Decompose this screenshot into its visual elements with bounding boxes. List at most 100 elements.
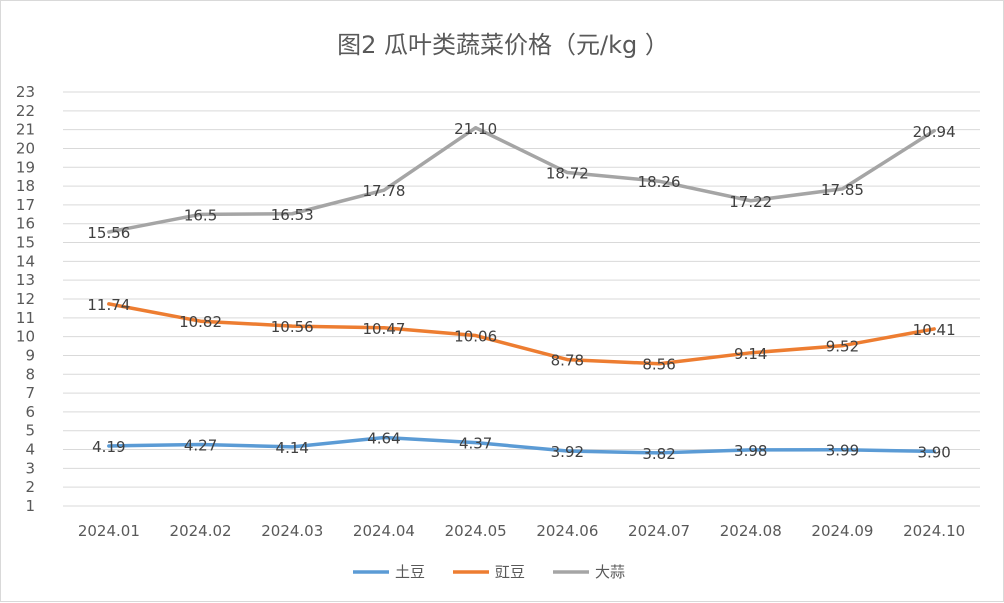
data-point: [107, 302, 111, 306]
legend-label: 土豆: [395, 563, 425, 581]
data-point: [840, 344, 844, 348]
data-point: [565, 358, 569, 362]
y-tick-label: 23: [16, 83, 35, 101]
x-tick-label: 2024.04: [353, 522, 415, 540]
data-point: [749, 448, 753, 452]
x-tick-label: 2024.01: [78, 522, 140, 540]
x-tick-label: 2024.07: [628, 522, 690, 540]
data-point: [749, 351, 753, 355]
data-label: 9.52: [826, 338, 859, 356]
data-label: 10.06: [454, 328, 497, 346]
data-label: 16.5: [184, 206, 217, 224]
y-tick-label: 1: [25, 497, 35, 515]
data-label: 4.27: [184, 436, 217, 454]
y-tick-label: 2: [25, 478, 35, 496]
y-tick-label: 8: [25, 365, 35, 383]
y-tick-label: 20: [16, 139, 35, 157]
data-label: 17.22: [729, 193, 772, 211]
data-label: 4.37: [459, 435, 492, 453]
y-tick-label: 22: [16, 102, 35, 120]
y-tick-label: 13: [16, 271, 35, 289]
data-label: 10.82: [179, 313, 222, 331]
legend-label: 大蒜: [595, 563, 625, 581]
data-label: 8.78: [551, 352, 584, 370]
data-label: 20.94: [913, 123, 956, 141]
data-point: [565, 171, 569, 175]
y-tick-label: 12: [16, 290, 35, 308]
data-point: [199, 212, 203, 216]
data-point: [199, 319, 203, 323]
y-tick-label: 4: [25, 441, 35, 459]
data-label: 21.10: [454, 120, 497, 138]
y-tick-label: 10: [16, 328, 35, 346]
data-point: [474, 126, 478, 130]
x-axis-ticks: 2024.01 2024.02 2024.03 2024.04 2024.05 2024.…: [78, 522, 965, 540]
data-label: 10.41: [913, 321, 956, 339]
data-label: 18.26: [638, 173, 681, 191]
data-label: 10.56: [271, 318, 314, 336]
data-point: [657, 179, 661, 183]
data-point: [749, 199, 753, 203]
data-labels: 4.19 4.27 4.14 4.64 4.37 3.92 3.82 3.98 3.99 3.90…: [87, 120, 955, 463]
chart-title: 图2 瓜叶类蔬菜价格（元/kg ）: [337, 31, 669, 59]
x-tick-label: 2024.09: [811, 522, 873, 540]
y-tick-label: 14: [16, 252, 35, 270]
data-point: [382, 188, 386, 192]
series-lines: [107, 126, 936, 455]
data-label: 3.98: [734, 442, 767, 460]
data-point: [932, 327, 936, 331]
y-tick-label: 21: [16, 121, 35, 139]
series-line-3: [107, 126, 936, 234]
data-point: [840, 187, 844, 191]
data-point: [474, 334, 478, 338]
y-tick-label: 9: [25, 346, 35, 364]
y-tick-label: 17: [16, 196, 35, 214]
y-tick-label: 7: [25, 384, 35, 402]
data-label: 3.99: [826, 442, 859, 460]
legend-label: 豇豆: [495, 563, 525, 581]
data-point: [290, 212, 294, 216]
x-tick-label: 2024.03: [261, 522, 323, 540]
data-point: [657, 451, 661, 455]
y-tick-label: 19: [16, 158, 35, 176]
data-point: [474, 441, 478, 445]
y-tick-label: 5: [25, 422, 35, 440]
data-label: 8.56: [642, 356, 675, 374]
data-label: 4.19: [92, 438, 125, 456]
data-point: [565, 449, 569, 453]
y-tick-label: 6: [25, 403, 35, 421]
data-point: [932, 449, 936, 453]
x-tick-label: 2024.08: [720, 522, 782, 540]
data-point: [107, 230, 111, 234]
data-label: 17.78: [362, 182, 405, 200]
x-tick-label: 2024.10: [903, 522, 965, 540]
data-point: [932, 129, 936, 133]
data-label: 18.72: [546, 165, 589, 183]
data-point: [840, 448, 844, 452]
y-tick-label: 3: [25, 459, 35, 477]
data-point: [382, 326, 386, 330]
x-tick-label: 2024.06: [536, 522, 598, 540]
data-label: 10.47: [362, 320, 405, 338]
data-point: [382, 436, 386, 440]
data-point: [657, 362, 661, 366]
data-label: 16.53: [271, 206, 314, 224]
data-label: 3.90: [917, 443, 950, 461]
y-tick-label: 15: [16, 234, 35, 252]
data-label: 3.92: [551, 443, 584, 461]
data-label: 9.14: [734, 345, 767, 363]
data-point: [107, 444, 111, 448]
data-label: 17.85: [821, 181, 864, 199]
data-label: 3.82: [642, 445, 675, 463]
data-point: [290, 324, 294, 328]
y-tick-label: 16: [16, 215, 35, 233]
data-label: 15.56: [87, 224, 130, 242]
x-tick-label: 2024.05: [445, 522, 507, 540]
series-line-1: [107, 435, 936, 455]
series-line-2: [107, 302, 936, 366]
data-label: 11.74: [87, 296, 130, 314]
data-label: 4.64: [367, 430, 400, 448]
gridlines: [63, 91, 980, 507]
